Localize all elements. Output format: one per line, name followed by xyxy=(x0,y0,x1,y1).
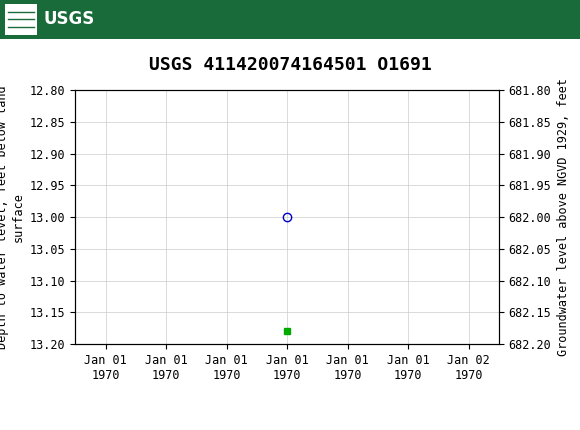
Y-axis label: Groundwater level above NGVD 1929, feet: Groundwater level above NGVD 1929, feet xyxy=(557,78,570,356)
Text: USGS 411420074164501 O1691: USGS 411420074164501 O1691 xyxy=(148,56,432,74)
Y-axis label: Depth to water level, feet below land
surface: Depth to water level, feet below land su… xyxy=(0,85,24,349)
Text: USGS: USGS xyxy=(44,10,95,28)
Bar xyxy=(5,4,37,35)
